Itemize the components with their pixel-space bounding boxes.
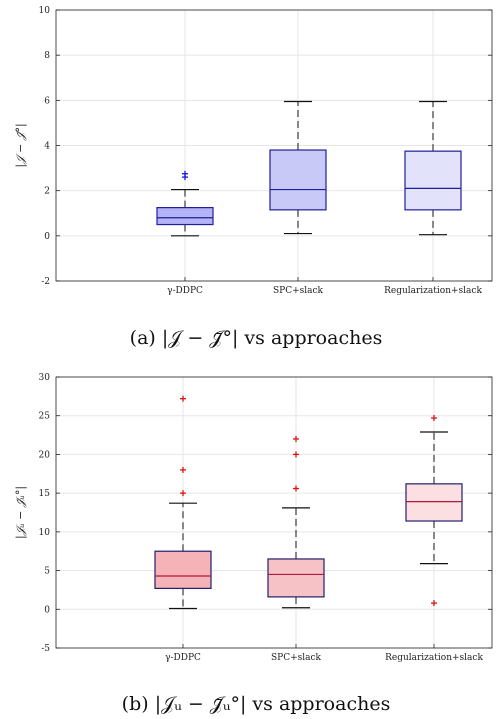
y-tick-label: 10 [39, 528, 51, 538]
plot-frame [55, 376, 493, 649]
figure-caption: (a) |𝒥 − 𝒥̄°| vs approaches [130, 327, 383, 349]
y-axis-label: |𝒥ᵤ − 𝒥̄ᵤ°| [14, 486, 28, 539]
panel-b: -5 0 5 10 15 20 25 30 γ-DDPC SPC+slack Regularizat… [14, 373, 493, 715]
outlier-marker [180, 466, 186, 473]
outlier-marker [180, 395, 186, 402]
y-tick-label: 25 [39, 412, 51, 422]
outlier-marker [182, 170, 188, 177]
y-tick-label: 8 [44, 51, 50, 61]
x-tick-label: Regularization+slack [385, 653, 483, 663]
y-tick-label: 20 [39, 450, 51, 460]
x-tick-label: Regularization+slack [384, 286, 482, 296]
figure-caption: (b) |𝒥ᵤ − 𝒥̄ᵤ°| vs approaches [122, 693, 391, 715]
y-axis-label: |𝒥 − 𝒥̄°| [14, 123, 28, 167]
y-tick-label: -5 [41, 644, 50, 654]
x-tick-label: SPC+slack [271, 653, 322, 663]
x-tick-label: SPC+slack [273, 286, 324, 296]
y-tick-label: 2 [44, 187, 50, 197]
outlier-marker [293, 451, 299, 458]
box-iqr [154, 550, 212, 589]
outlier-marker [293, 485, 299, 492]
outlier-marker [431, 415, 437, 422]
outlier-marker [431, 600, 437, 607]
box-iqr [269, 149, 327, 211]
y-tick-label: 5 [44, 567, 50, 577]
y-tick-label: 6 [44, 96, 50, 106]
y-tick-label: 10 [39, 6, 51, 16]
box-iqr [156, 207, 214, 226]
box-iqr [404, 150, 462, 211]
y-tick-label: 15 [39, 489, 51, 499]
y-tick-label: 0 [44, 605, 50, 615]
y-tick-label: 0 [44, 232, 50, 242]
box-iqr [267, 558, 325, 598]
box-iqr [405, 483, 463, 522]
y-tick-label: 4 [44, 142, 50, 152]
y-tick-label: -2 [41, 277, 50, 287]
outlier-marker [293, 435, 299, 442]
y-tick-label: 30 [39, 373, 51, 383]
outlier-marker [180, 490, 186, 497]
panel-a: -2 0 2 4 6 8 10 γ-DDPC SPC+slack Regularization+s… [14, 6, 493, 349]
x-tick-label: γ-DDPC [165, 653, 201, 663]
x-tick-label: γ-DDPC [167, 286, 203, 296]
